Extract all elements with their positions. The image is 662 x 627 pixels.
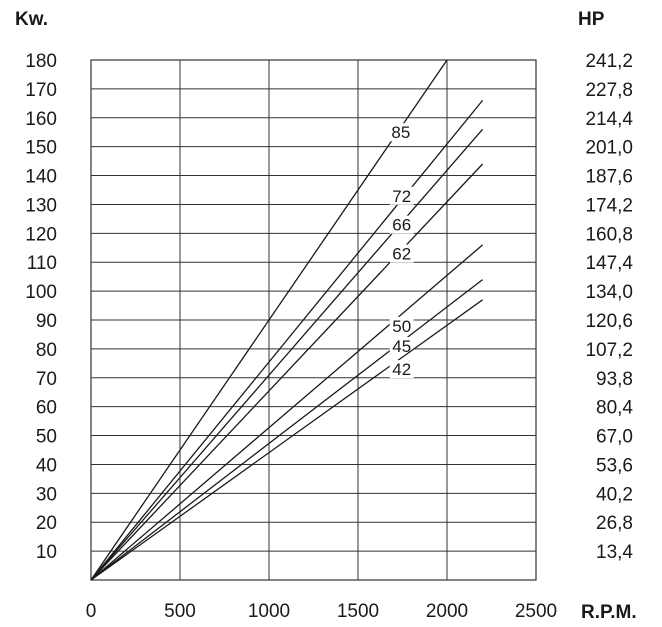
- series-label-bg: [389, 360, 414, 379]
- series-label-bg: [389, 316, 414, 335]
- y-tick-left: 20: [36, 513, 57, 534]
- y-tick-right: 187,6: [585, 167, 633, 188]
- series-line-85: [90, 59, 448, 581]
- left-axis-unit: Kw.: [15, 9, 48, 30]
- series-label-45: 45: [392, 337, 411, 356]
- series-label-50: 50: [392, 317, 411, 336]
- y-tick-right: 241,2: [585, 51, 633, 72]
- y-tick-right: 214,4: [585, 109, 633, 130]
- x-tick: 500: [164, 601, 196, 622]
- series-label-bg: [389, 186, 414, 205]
- series-label-66: 66: [392, 216, 411, 235]
- y-tick-left: 80: [36, 340, 57, 361]
- y-tick-right: 120,6: [585, 311, 633, 332]
- series-line-66: [90, 128, 484, 581]
- series-label-bg: [388, 123, 413, 142]
- x-tick: 2500: [515, 601, 557, 622]
- y-tick-left: 170: [25, 80, 57, 101]
- y-tick-right: 134,0: [585, 282, 633, 303]
- series-line-45: [90, 279, 483, 581]
- y-tick-left: 40: [36, 455, 57, 476]
- y-tick-left: 100: [25, 282, 57, 303]
- y-tick-right: 93,8: [596, 369, 633, 390]
- right-axis-unit: HP: [578, 9, 605, 30]
- y-tick-left: 180: [25, 51, 57, 72]
- y-tick-right: 26,8: [596, 513, 633, 534]
- y-tick-left: 70: [36, 369, 57, 390]
- x-tick: 1000: [248, 601, 290, 622]
- y-tick-right: 160,8: [585, 224, 633, 245]
- y-tick-left: 30: [36, 484, 57, 505]
- series-line-72: [90, 99, 484, 581]
- series-label-42: 42: [392, 360, 411, 379]
- y-tick-left: 130: [25, 195, 57, 216]
- y-tick-right: 53,6: [596, 455, 633, 476]
- series-line-50: [90, 244, 484, 581]
- y-tick-left: 110: [27, 253, 57, 274]
- series-line-42: [90, 299, 483, 581]
- y-tick-left: 10: [36, 542, 57, 563]
- y-tick-left: 120: [25, 224, 57, 245]
- y-tick-left: 90: [36, 311, 57, 332]
- x-axis-unit: R.P.M.: [581, 602, 637, 623]
- x-tick: 2000: [426, 601, 468, 622]
- series-label-bg: [389, 337, 414, 355]
- y-tick-right: 147,4: [585, 253, 633, 274]
- y-tick-right: 227,8: [585, 80, 633, 101]
- x-tick: 1500: [337, 601, 379, 622]
- y-tick-left: 140: [25, 167, 57, 188]
- series-label-bg: [389, 244, 414, 263]
- plot-frame: [90, 59, 537, 581]
- x-tick: 0: [86, 601, 97, 622]
- y-tick-right: 67,0: [596, 427, 633, 448]
- series-label-85: 85: [391, 123, 410, 142]
- y-tick-left: 50: [36, 427, 57, 448]
- y-tick-left: 150: [25, 138, 57, 159]
- y-tick-right: 107,2: [585, 340, 633, 361]
- grid: [90, 59, 537, 581]
- y-tick-right: 201,0: [585, 138, 633, 159]
- y-tick-right: 40,2: [596, 484, 633, 505]
- series-line-62: [90, 163, 484, 581]
- y-tick-right: 174,2: [585, 195, 633, 216]
- y-tick-left: 60: [36, 398, 57, 419]
- y-tick-right: 80,4: [596, 398, 633, 419]
- y-tick-right: 13,4: [596, 542, 633, 563]
- tick-labels: 1801701601501401301201101009080706050403…: [25, 51, 633, 622]
- y-tick-left: 160: [25, 109, 57, 130]
- series-label-62: 62: [392, 245, 411, 264]
- series-label-72: 72: [392, 187, 411, 206]
- series-label-bg: [389, 215, 414, 234]
